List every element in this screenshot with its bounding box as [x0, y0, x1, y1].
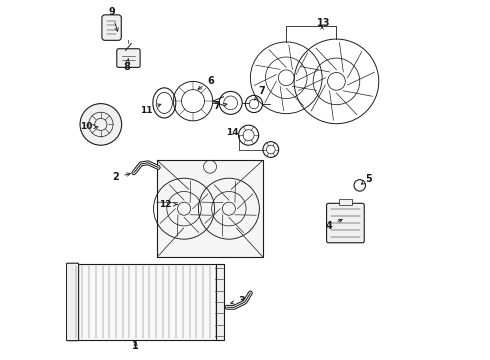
Text: 2: 2: [113, 172, 130, 182]
Bar: [339, 199, 352, 205]
Text: 14: 14: [226, 128, 239, 137]
FancyBboxPatch shape: [117, 49, 140, 67]
Text: 6: 6: [198, 76, 214, 89]
Text: 13: 13: [317, 18, 331, 28]
Text: 11: 11: [140, 104, 161, 114]
Bar: [69, 264, 220, 339]
Text: 4: 4: [326, 219, 342, 231]
Text: 5: 5: [361, 174, 372, 184]
Text: 8: 8: [123, 59, 130, 72]
Text: 10: 10: [80, 122, 98, 131]
Text: 3: 3: [231, 296, 245, 306]
Bar: [157, 160, 263, 257]
Circle shape: [80, 104, 122, 145]
FancyBboxPatch shape: [67, 263, 78, 341]
Text: 9: 9: [108, 7, 118, 31]
Bar: [216, 264, 224, 339]
Text: 7: 7: [254, 86, 266, 100]
Text: 12: 12: [159, 200, 177, 209]
FancyBboxPatch shape: [102, 15, 122, 40]
Text: 7: 7: [214, 102, 227, 112]
FancyBboxPatch shape: [326, 203, 364, 243]
Text: 1: 1: [132, 341, 139, 351]
